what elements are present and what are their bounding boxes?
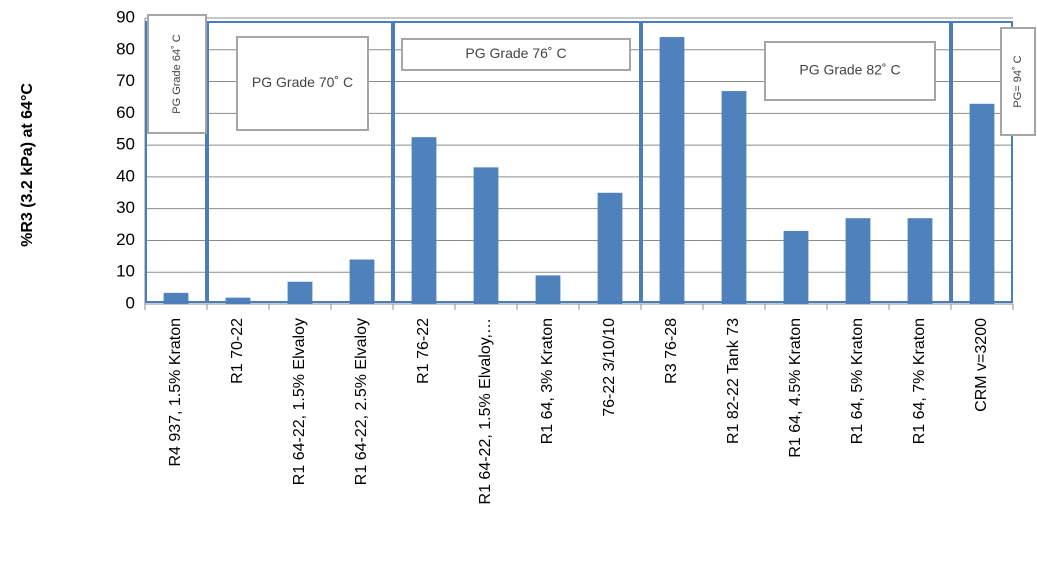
y-tick-label: 10 — [116, 262, 135, 281]
x-tick-label: R3 76-28 — [663, 318, 680, 384]
x-tick-label: R4 937, 1.5% Kraton — [167, 318, 184, 467]
bar — [411, 137, 437, 304]
x-tick-label: R1 64, 3% Kraton — [539, 318, 556, 444]
bar — [163, 292, 189, 304]
y-tick-label: 60 — [116, 103, 135, 122]
group-box — [207, 21, 393, 303]
bar — [845, 218, 871, 304]
x-tick-label: R1 64, 5% Kraton — [849, 318, 866, 444]
x-tick-label: CRM v=3200 — [973, 318, 990, 412]
annotation-box — [764, 41, 936, 101]
x-tick-label: R1 64, 4.5% Kraton — [787, 318, 804, 458]
x-tick-label: R1 64-22, 1.5% Elvaloy — [291, 318, 308, 485]
annotation: PG Grade 70˚ C — [252, 74, 353, 90]
bar — [473, 167, 499, 304]
group-box — [951, 21, 1013, 303]
bar — [969, 103, 995, 304]
x-tick-label: R1 64-22, 1.5% Elvaloy,… — [477, 318, 494, 504]
bar — [783, 230, 809, 304]
y-tick-label: 30 — [116, 198, 135, 217]
y-tick-label: 20 — [116, 230, 135, 249]
annotation: PG Grade 76˚ C — [465, 45, 566, 61]
bar — [535, 275, 561, 304]
bar — [349, 259, 375, 304]
bar — [907, 218, 933, 304]
bar — [287, 281, 313, 304]
x-tick-label: 76-22 3/10/10 — [601, 318, 618, 417]
y-tick-label: 0 — [126, 293, 135, 312]
y-tick-label: 40 — [116, 166, 135, 185]
bar — [225, 297, 251, 304]
x-tick-label: R1 64-22, 2.5% Elvaloy — [353, 318, 370, 485]
annotation-box — [1000, 27, 1036, 136]
group-box — [393, 21, 641, 303]
y-tick-label: 70 — [116, 71, 135, 90]
x-tick-label: R1 82-22 Tank 73 — [725, 318, 742, 444]
annotation-box — [236, 36, 369, 131]
annotation-box — [147, 14, 207, 134]
group-box — [641, 21, 951, 303]
bar — [597, 192, 623, 304]
y-tick-label: 90 — [116, 7, 135, 26]
x-tick-label: R1 64, 7% Kraton — [911, 318, 928, 444]
bar — [659, 37, 685, 305]
x-tick-label: R1 70-22 — [229, 318, 246, 384]
y-tick-label: 80 — [116, 39, 135, 58]
annotation-box — [401, 38, 631, 71]
x-tick-label: R1 76-22 — [415, 318, 432, 384]
y-axis-label: %R3 (3.2 kPa) at 64°C — [19, 83, 36, 247]
y-tick-label: 50 — [116, 135, 135, 154]
annotation: PG Grade 82˚ C — [799, 62, 900, 78]
annotation: PG= 94˚ C — [1012, 55, 1024, 107]
bar — [721, 91, 747, 304]
annotation: PG Grade 64˚ C — [171, 34, 183, 114]
